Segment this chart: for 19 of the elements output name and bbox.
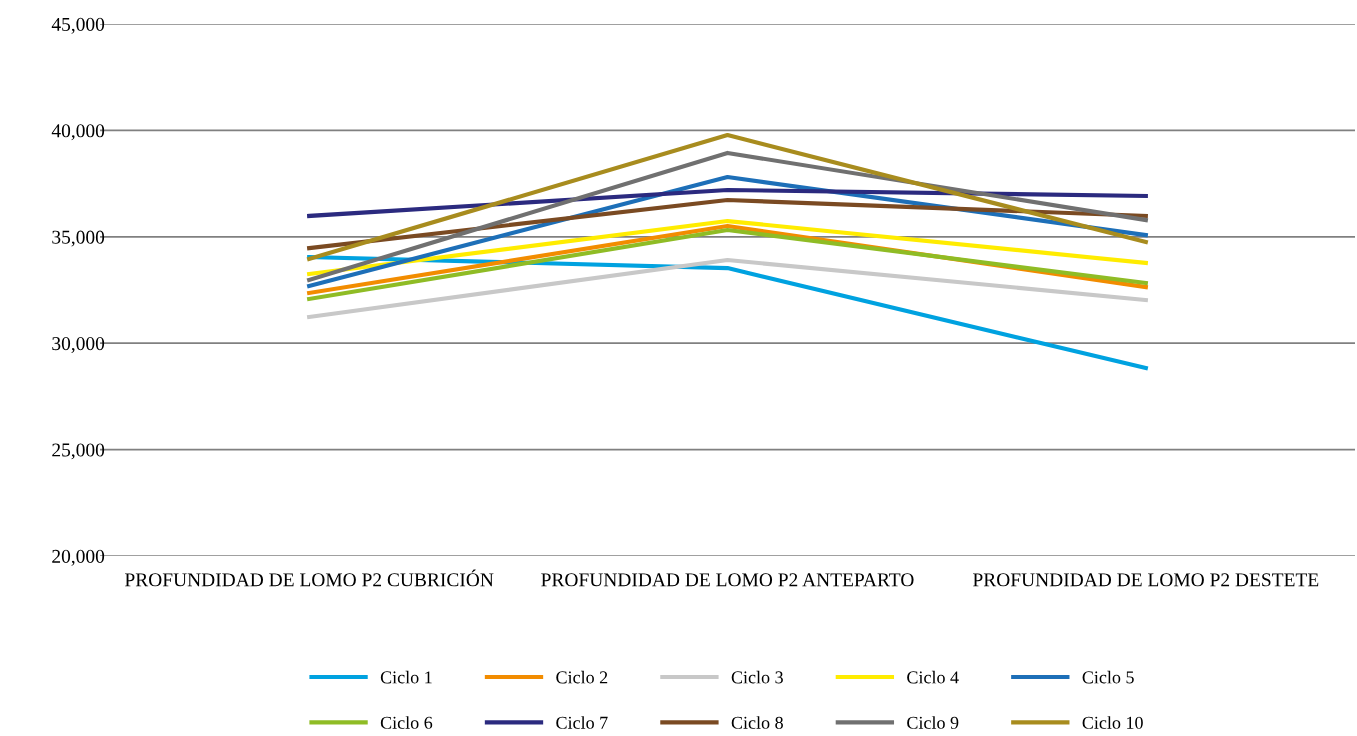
y-tick-label: 20,000	[52, 549, 105, 566]
legend-label: Ciclo 5	[1082, 670, 1134, 684]
y-tick-label: 40,000	[51, 124, 105, 141]
x-tick-label: PROFUNDIDAD DE LOMO P2 DESTETE	[973, 573, 1319, 587]
y-tick-label: 30,000	[52, 337, 105, 353]
legend-label: Ciclo 6	[380, 716, 433, 729]
y-tick-label: 35,000	[52, 230, 105, 247]
legend-label: Ciclo 7	[556, 716, 608, 729]
legend-label: Ciclo 10	[1082, 716, 1143, 729]
legend-label: Ciclo 4	[907, 670, 959, 684]
x-tick-label: PROFUNDIDAD DE LOMO P2 ANTEPARTO	[541, 573, 914, 587]
legend-label: Ciclo 1	[380, 670, 432, 684]
legend-label: Ciclo 8	[731, 716, 783, 729]
y-tick-label: 45,000	[51, 17, 105, 34]
legend-label: Ciclo 2	[556, 670, 608, 684]
legend-label: Ciclo 9	[907, 716, 959, 729]
x-tick-label: PROFUNDIDAD DE LOMO P2 CUBRICIÓN	[124, 569, 494, 587]
y-tick-label: 25,000	[52, 443, 105, 460]
legend-label: Ciclo 3	[731, 670, 783, 684]
